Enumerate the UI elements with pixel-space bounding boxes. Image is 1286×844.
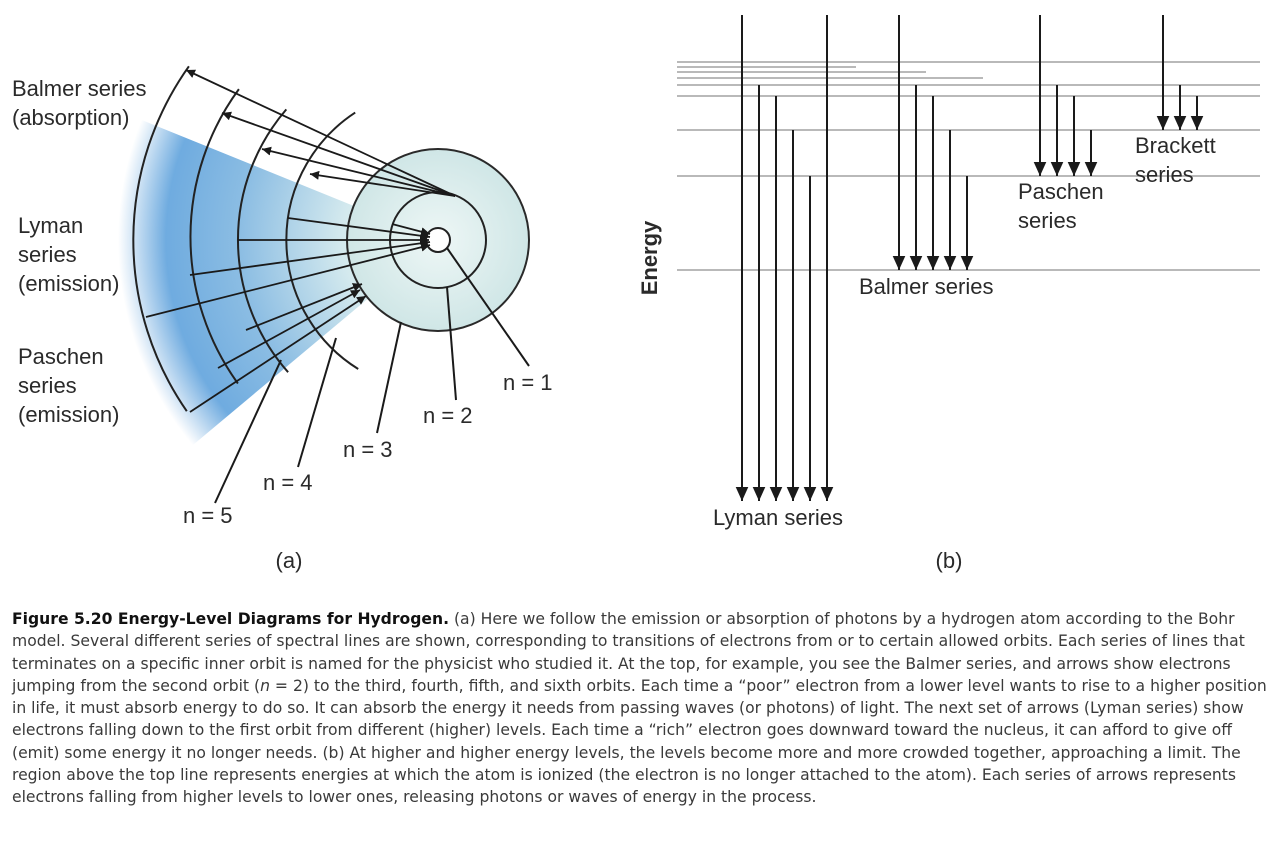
caption-title: Figure 5.20 Energy-Level Diagrams for Hy… [12, 610, 450, 628]
panel-a-label: (a) [276, 548, 303, 573]
energy-level-figure: Balmer series (absorption) Lyman series … [12, 15, 1260, 573]
energy-axis-label: Energy [637, 220, 662, 295]
lyman-arrow-6 [145, 242, 431, 318]
orbit-n5 [189, 88, 240, 385]
orbit-label-n4: n = 4 [263, 470, 313, 495]
panel-b-label: (b) [936, 548, 963, 573]
paschen-arrow-6 [189, 295, 367, 413]
panel-b-energy-diagram: Energy [637, 15, 1260, 573]
orbit-n4 [237, 108, 289, 373]
orbit-labels: n = 1 n = 2 n = 3 n = 4 n = 5 [183, 370, 553, 528]
series-labels-a: Balmer series (absorption) Lyman series … [12, 76, 153, 427]
balmer-series-arrows [892, 15, 974, 270]
balmer-absorption-arrows [185, 69, 456, 197]
balmer-arrow-5 [221, 111, 456, 197]
brackett-series-label: Brackett series [1135, 133, 1222, 187]
orbit-n3 [285, 111, 359, 370]
lyman-series-arrows [735, 15, 834, 501]
caption-text-part-2: = 2) to the third, fourth, fifth, and si… [12, 676, 1267, 807]
orbit-circles [132, 65, 487, 412]
caption-n-symbol: n [260, 676, 270, 695]
lyman-arrow-5 [189, 238, 431, 276]
lyman-emission-arrows [145, 217, 431, 318]
balmer-arrow-6 [185, 69, 456, 197]
lyman-emission-label: Lyman series (emission) [18, 213, 119, 296]
balmer-arrow-3 [309, 170, 456, 197]
figure-caption: Figure 5.20 Energy-Level Diagrams for Hy… [12, 608, 1274, 809]
orbit-n6 [132, 65, 190, 412]
orbit-label-n2: n = 2 [423, 403, 473, 428]
balmer-series-label: Balmer series [859, 274, 993, 299]
paschen-emission-label: Paschen series (emission) [18, 344, 119, 427]
panel-a-bohr-diagram: Balmer series (absorption) Lyman series … [12, 65, 553, 573]
paschen-arrow-4 [245, 283, 363, 331]
orbit-label-n5: n = 5 [183, 503, 233, 528]
paschen-arrow-5 [217, 289, 361, 369]
brackett-series-arrows [1156, 15, 1204, 130]
orbit-n1 [425, 227, 451, 253]
balmer-arrow-4 [261, 146, 456, 197]
lyman-arrow-3 [287, 217, 431, 241]
orbit-label-leaders [214, 247, 530, 504]
balmer-absorption-label: Balmer series (absorption) [12, 76, 153, 130]
paschen-emission-arrows [189, 283, 367, 413]
paschen-series-arrows [1033, 15, 1098, 176]
orbit-label-n1: n = 1 [503, 370, 553, 395]
paschen-series-label: Paschen series [1018, 179, 1110, 233]
orbit-label-n3: n = 3 [343, 437, 393, 462]
lyman-series-label: Lyman series [713, 505, 843, 530]
caption-text-part-1: (a) Here we follow the emission or absor… [12, 610, 1245, 695]
